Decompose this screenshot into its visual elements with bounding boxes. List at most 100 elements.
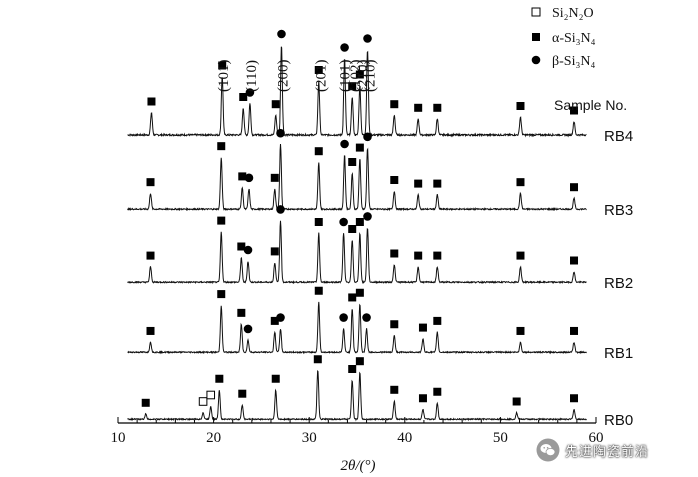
beta-marker [243, 324, 253, 334]
series-line-rb1 [127, 301, 587, 355]
watermark: 先进陶瓷前沿 [536, 438, 649, 462]
series-layer: RB4 RB3 RB2 RB1 RB0 [127, 46, 633, 429]
hkl-label: (101) [216, 60, 232, 93]
x-axis-title: 2θ/(°) [340, 458, 375, 474]
beta-marker [363, 34, 372, 43]
alpha-marker [570, 183, 579, 192]
alpha-marker [433, 387, 442, 396]
alpha-marker [237, 308, 246, 317]
series-label-rb1: RB1 [604, 345, 633, 362]
beta-marker [339, 313, 348, 322]
alpha-marker [146, 251, 155, 260]
series-line-rb2 [127, 220, 587, 285]
legend-label: α-Si₃N₄ [552, 31, 596, 46]
beta-marker [276, 313, 285, 322]
legend-label: Si₂N₂O [552, 6, 594, 21]
alpha-marker [390, 385, 399, 394]
alpha-marker [237, 242, 246, 251]
si2n2o-marker [206, 390, 216, 400]
alpha-marker [390, 249, 399, 258]
alpha-marker [314, 147, 323, 156]
beta-marker [339, 217, 348, 227]
alpha-marker [433, 251, 442, 260]
sample-title: Sample No. [554, 97, 627, 113]
beta-marker [362, 313, 371, 322]
hkl-label: (110) [244, 60, 260, 92]
hkl-label: (210) [355, 60, 371, 93]
series-label-rb0: RB0 [604, 412, 633, 429]
alpha-marker [348, 365, 357, 373]
alpha-marker [146, 326, 155, 335]
alpha-marker [414, 103, 423, 112]
series-label-rb3: RB3 [604, 202, 633, 219]
alpha-marker [390, 100, 399, 109]
alpha-marker [348, 225, 357, 233]
wechat-logo-icon [536, 438, 560, 462]
alpha-marker [570, 106, 579, 115]
alpha-marker [348, 293, 357, 302]
alpha-marker [146, 178, 155, 187]
alpha-marker [570, 256, 579, 265]
legend-label: β-Si₃N₄ [552, 54, 595, 69]
alpha-marker [516, 251, 525, 260]
alpha-marker [355, 143, 364, 152]
beta-marker [363, 212, 372, 221]
alpha-marker [217, 290, 226, 299]
watermark-text: 先进陶瓷前沿 [565, 444, 650, 460]
alpha-marker [313, 355, 322, 364]
alpha-marker [512, 397, 521, 406]
alpha-marker [390, 176, 399, 184]
x-tick-label: 10 [111, 430, 126, 446]
hkl-label: (102) [348, 60, 364, 93]
alpha-marker [239, 93, 248, 101]
alpha-marker [270, 316, 279, 325]
x-tick-label: 60 [589, 430, 604, 446]
alpha-marker [271, 374, 280, 383]
alpha-marker [314, 218, 323, 226]
alpha-marker [271, 100, 280, 109]
beta-marker [363, 132, 372, 142]
legend-filled-square-icon [532, 33, 540, 41]
x-tick-label: 20 [206, 430, 221, 446]
beta-marker [276, 128, 285, 138]
beta-marker [245, 88, 255, 97]
hkl-label: (210) [362, 60, 378, 93]
alpha-marker [516, 102, 525, 110]
alpha-marker [433, 316, 442, 325]
beta-marker [243, 245, 253, 255]
alpha-marker [570, 326, 579, 335]
alpha-marker [217, 142, 226, 151]
hkl-labels: (101) (110) (200) (201) (101)(102)(210)(210) [216, 60, 378, 93]
beta-marker [340, 139, 349, 149]
alpha-marker [418, 394, 427, 403]
alpha-marker [355, 357, 364, 366]
alpha-marker [390, 320, 399, 329]
series-line-rb0 [127, 369, 587, 422]
alpha-marker [433, 103, 442, 112]
beta-marker [277, 29, 286, 39]
series-line-rb3 [127, 143, 587, 212]
series-line-rb4 [127, 46, 587, 138]
alpha-marker [418, 323, 427, 332]
alpha-marker [348, 158, 357, 166]
series-label-rb4: RB4 [604, 128, 633, 145]
x-tick-label: 40 [397, 430, 412, 446]
alpha-marker [348, 82, 357, 91]
alpha-marker [147, 97, 156, 106]
hkl-label: (101) [338, 60, 354, 93]
alpha-marker [217, 216, 226, 225]
x-axis: 10 20 30 40 50 60 [111, 417, 604, 446]
alpha-marker [141, 398, 150, 407]
alpha-marker [516, 178, 525, 187]
hkl-label: (201) [314, 60, 330, 93]
legend: Si₂N₂O α-Si₃N₄ β-Si₃N₄ [531, 6, 596, 69]
alpha-marker [516, 326, 525, 335]
alpha-marker [570, 394, 579, 403]
alpha-marker [218, 61, 227, 70]
hkl-label: (200) [275, 60, 291, 93]
si2n2o-marker [198, 397, 208, 406]
alpha-marker [355, 288, 364, 297]
alpha-marker [433, 179, 442, 188]
alpha-marker [414, 179, 423, 188]
